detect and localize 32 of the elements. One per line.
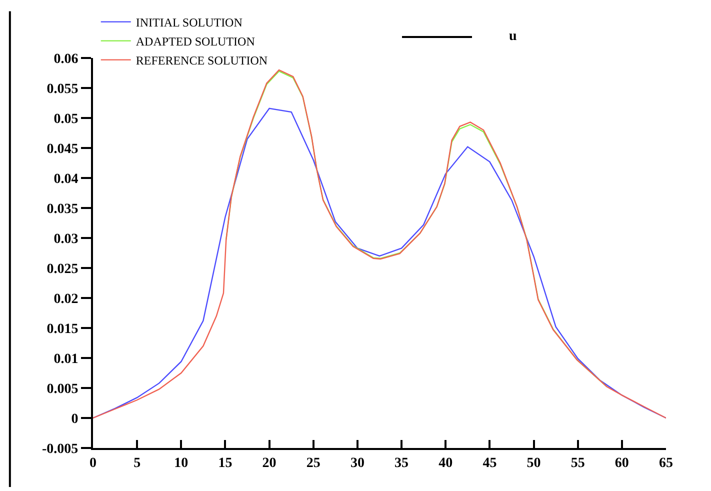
x-tick-label: 5: [134, 456, 141, 471]
x-tick-label: 30: [350, 456, 364, 471]
x-tick-label: 50: [526, 456, 541, 471]
x-tick-label: 0: [90, 456, 96, 471]
y-tick-label: 0.03: [54, 232, 78, 247]
x-tick-label: 15: [218, 456, 232, 471]
x-tick-label: 20: [262, 456, 276, 471]
legend-label: REFERENCE SOLUTION: [136, 53, 268, 68]
y-tick-label: 0.04: [54, 172, 78, 187]
x-tick-label: 35: [394, 456, 409, 471]
y-tick-label: 0.035: [46, 202, 78, 217]
x-tick-label: 60: [614, 456, 629, 471]
y-tick-label: 0.02: [54, 292, 78, 307]
y-tick-label: 0.055: [46, 82, 78, 97]
x-tick-label: 45: [482, 456, 497, 471]
legend-label: ADAPTED SOLUTION: [136, 34, 256, 48]
x-tick-label: 40: [438, 456, 453, 471]
x-tick-label: 10: [174, 456, 188, 471]
legend-title: u: [509, 29, 517, 44]
y-tick-label: 0.06: [54, 52, 78, 67]
y-tick-label: 0.005: [46, 382, 78, 397]
y-tick-label: 0.015: [46, 322, 78, 337]
y-tick-label: 0.01: [54, 352, 78, 367]
y-tick-label: 0.05: [54, 112, 78, 127]
y-tick-label: -0.005: [42, 442, 78, 457]
x-tick-label: 55: [570, 456, 585, 471]
x-tick-label: 65: [659, 456, 673, 471]
x-tick-label: 25: [306, 456, 320, 471]
y-tick-label: 0.045: [46, 142, 78, 157]
legend-label: INITIAL SOLUTION: [136, 15, 243, 30]
y-tick-label: 0: [71, 412, 78, 427]
y-tick-label: 0.025: [46, 262, 78, 277]
